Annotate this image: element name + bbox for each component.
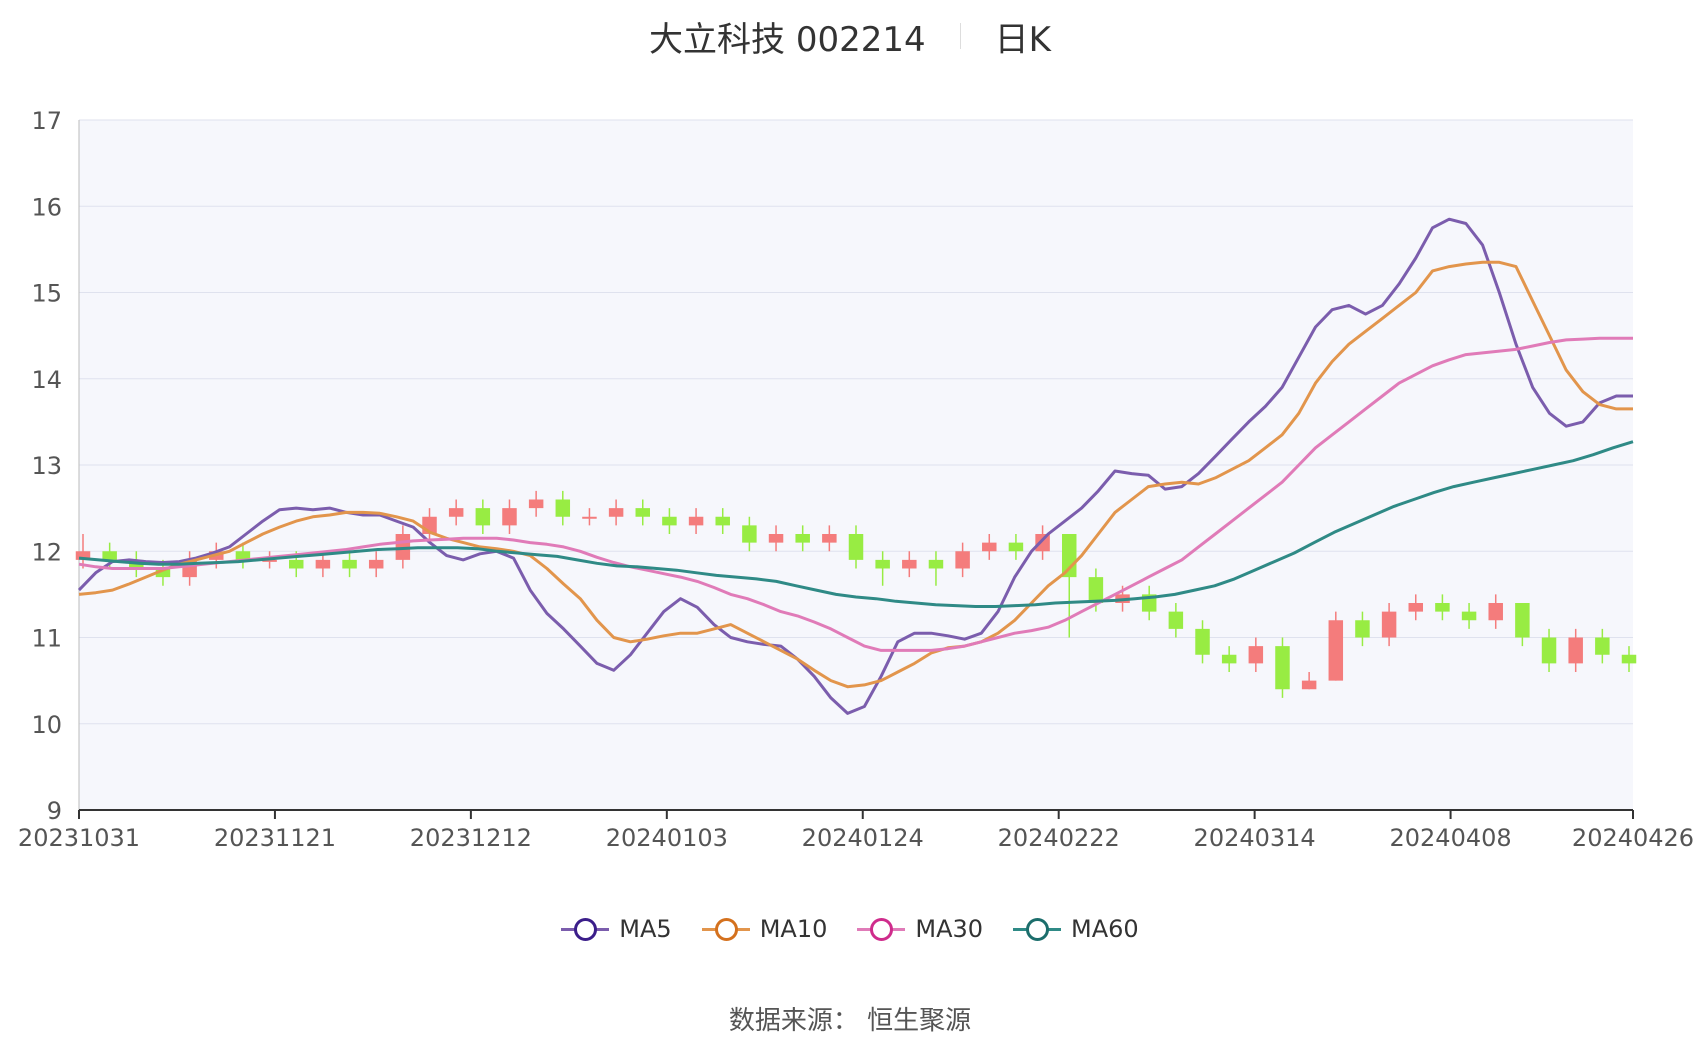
legend-marker-icon bbox=[857, 916, 906, 942]
candle-body bbox=[102, 551, 117, 560]
x-tick-label: 20240426 bbox=[1572, 824, 1694, 852]
y-tick-label: 9 bbox=[47, 797, 62, 825]
x-tick-label: 20231212 bbox=[410, 824, 532, 852]
candle-body bbox=[448, 508, 464, 517]
chart-title: 大立科技 002214 bbox=[649, 19, 926, 60]
candle-body bbox=[288, 559, 304, 569]
chart-period: 日K bbox=[994, 19, 1051, 60]
candle-body bbox=[662, 516, 677, 526]
legend-label: MA60 bbox=[1071, 915, 1139, 943]
candle-body bbox=[742, 525, 757, 543]
candle-body bbox=[1595, 637, 1610, 655]
candle-body bbox=[1168, 611, 1184, 629]
chart-title-row: 大立科技 002214 日K bbox=[0, 8, 1700, 64]
candle-body bbox=[1248, 646, 1264, 664]
candle-body bbox=[608, 508, 624, 517]
candle-body bbox=[75, 551, 91, 560]
candle-body bbox=[1088, 577, 1104, 603]
candle-body bbox=[822, 534, 837, 543]
candle-body bbox=[1035, 534, 1050, 552]
legend-label: MA30 bbox=[915, 915, 984, 943]
candle-body bbox=[795, 534, 810, 543]
candle-body bbox=[368, 559, 384, 569]
candle-body bbox=[1488, 603, 1503, 621]
candle-body bbox=[1061, 534, 1077, 578]
candle-body bbox=[502, 508, 517, 526]
legend-label: MA10 bbox=[759, 915, 828, 943]
y-tick-label: 13 bbox=[31, 452, 62, 480]
y-tick-label: 15 bbox=[31, 280, 62, 308]
candle-body bbox=[1328, 620, 1344, 681]
ma-line-ma5 bbox=[77, 217, 1633, 715]
y-tick-label: 10 bbox=[31, 711, 62, 739]
candle-body bbox=[1461, 611, 1477, 621]
candle-body bbox=[1408, 603, 1424, 612]
x-tick-label: 20231121 bbox=[214, 824, 336, 852]
legend-item-ma10[interactable]: MA10 bbox=[701, 915, 828, 943]
candle-body bbox=[875, 559, 890, 569]
candle-body bbox=[582, 516, 597, 519]
candle-body bbox=[262, 559, 277, 562]
x-tick-label: 20240408 bbox=[1389, 824, 1511, 852]
y-tick-label: 12 bbox=[31, 538, 62, 566]
candle-body bbox=[1568, 637, 1583, 664]
candle-body bbox=[235, 551, 251, 560]
ma-lines bbox=[77, 217, 1634, 715]
candle-body bbox=[315, 559, 331, 569]
candle-body bbox=[1301, 680, 1317, 690]
x-tick-label: 20240314 bbox=[1194, 824, 1316, 852]
candle-body bbox=[955, 551, 970, 569]
candle-body bbox=[1008, 542, 1024, 552]
candlestick-chart: 9 10 11 12 13 14 15 16 17 20231031 20231121 202312… bbox=[18, 107, 1694, 852]
candle-body bbox=[902, 559, 917, 569]
grid-lines bbox=[79, 119, 1633, 725]
candle-body bbox=[555, 499, 571, 517]
candle-body bbox=[635, 508, 651, 517]
candle-body bbox=[475, 508, 491, 526]
ma-line-ma30 bbox=[78, 336, 1633, 652]
source-note: 数据来源： 恒生聚源 bbox=[728, 1006, 972, 1036]
legend-item-ma60[interactable]: MA60 bbox=[1013, 915, 1139, 943]
legend-item-ma30[interactable]: MA30 bbox=[857, 915, 983, 943]
legend-item-ma5[interactable]: MA5 bbox=[561, 915, 672, 943]
x-axis: 20231031 20231121 20231212 20240103 20240124… bbox=[18, 809, 1694, 852]
candle-body bbox=[688, 516, 704, 526]
candle-body bbox=[155, 568, 171, 578]
ma-line-ma10 bbox=[78, 260, 1633, 689]
candle-body bbox=[928, 559, 944, 569]
candle-body bbox=[848, 534, 864, 560]
legend-label: MA5 bbox=[619, 915, 672, 943]
candle-body bbox=[1381, 611, 1397, 638]
x-tick-label: 20240124 bbox=[802, 824, 924, 852]
y-tick-label: 11 bbox=[31, 625, 62, 653]
legend-marker-icon bbox=[1013, 916, 1062, 942]
candle-body bbox=[982, 542, 997, 552]
x-tick-label: 20240103 bbox=[606, 824, 728, 852]
title-separator bbox=[959, 23, 961, 49]
x-tick-label: 20231031 bbox=[18, 824, 140, 852]
candle-body bbox=[768, 534, 784, 543]
candle-body bbox=[1195, 628, 1210, 655]
y-tick-label: 16 bbox=[31, 193, 62, 221]
candle-body bbox=[342, 559, 357, 569]
y-tick-label: 14 bbox=[31, 366, 62, 394]
legend: MA5 MA10 MA30 MA60 bbox=[0, 915, 1700, 943]
candle-body bbox=[1435, 603, 1450, 612]
candle-body bbox=[1355, 620, 1370, 638]
y-axis: 9 10 11 12 13 14 15 16 17 bbox=[31, 107, 80, 825]
candle-body bbox=[1221, 654, 1237, 664]
candles bbox=[75, 490, 1637, 698]
candle-body bbox=[715, 516, 730, 526]
legend-marker-icon bbox=[701, 916, 750, 942]
candle-body bbox=[1621, 654, 1637, 664]
candle-body bbox=[1515, 603, 1530, 638]
y-tick-label: 17 bbox=[31, 107, 62, 135]
legend-marker-icon bbox=[561, 916, 610, 942]
candle-body bbox=[528, 499, 544, 509]
ma-line-ma60 bbox=[78, 440, 1634, 608]
candle-body bbox=[1275, 646, 1290, 690]
candle-body bbox=[1541, 637, 1557, 664]
x-tick-label: 20240222 bbox=[998, 824, 1120, 852]
